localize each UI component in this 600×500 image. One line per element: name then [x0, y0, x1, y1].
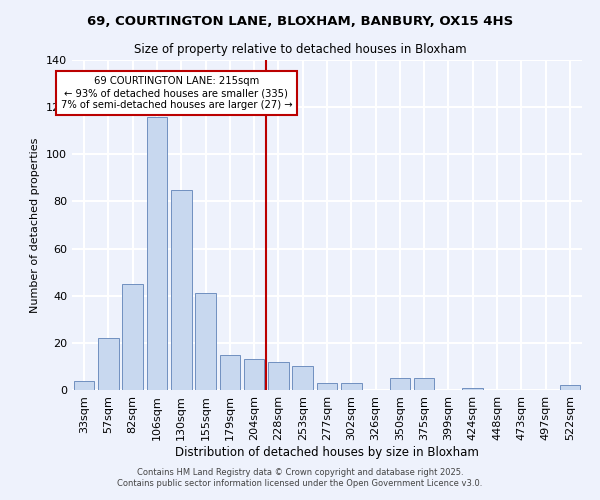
Bar — [146, 116, 167, 390]
Bar — [268, 362, 289, 390]
Text: 69, COURTINGTON LANE, BLOXHAM, BANBURY, OX15 4HS: 69, COURTINGTON LANE, BLOXHAM, BANBURY, … — [87, 15, 513, 28]
Text: Contains HM Land Registry data © Crown copyright and database right 2025.
Contai: Contains HM Land Registry data © Crown c… — [118, 468, 482, 487]
Y-axis label: Number of detached properties: Number of detached properties — [31, 138, 40, 312]
Bar — [122, 284, 143, 390]
Bar — [292, 366, 313, 390]
Text: 69 COURTINGTON LANE: 215sqm
← 93% of detached houses are smaller (335)
7% of sem: 69 COURTINGTON LANE: 215sqm ← 93% of det… — [61, 76, 292, 110]
Bar — [244, 360, 265, 390]
Bar — [463, 388, 483, 390]
Bar — [414, 378, 434, 390]
Text: Size of property relative to detached houses in Bloxham: Size of property relative to detached ho… — [134, 42, 466, 56]
Bar — [560, 386, 580, 390]
X-axis label: Distribution of detached houses by size in Bloxham: Distribution of detached houses by size … — [175, 446, 479, 458]
Bar — [98, 338, 119, 390]
Bar — [171, 190, 191, 390]
Bar — [317, 383, 337, 390]
Bar — [74, 380, 94, 390]
Bar — [389, 378, 410, 390]
Bar — [220, 354, 240, 390]
Bar — [195, 294, 216, 390]
Bar — [341, 383, 362, 390]
